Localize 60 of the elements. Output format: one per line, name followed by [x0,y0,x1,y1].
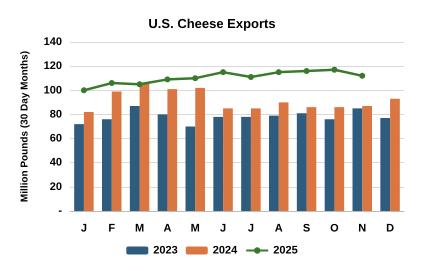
bar [269,116,279,211]
legend-label: 2023 [153,244,178,256]
legend-label: 2025 [273,244,298,256]
bar [334,107,344,211]
chart-title: U.S. Cheese Exports [148,16,276,31]
bar [306,107,316,211]
bar [167,89,178,211]
x-tick-label: J [80,222,87,234]
bar [130,106,140,211]
x-tick-label: M [190,222,200,234]
point [276,69,282,76]
point [136,81,143,88]
bar [84,112,94,211]
bar [102,119,112,211]
y-tick-label: 40 [50,156,62,169]
y-tick-label: 20 [50,180,62,193]
bar [380,118,390,211]
point [359,72,366,79]
x-tick-label: O [330,222,340,234]
point [331,66,338,73]
x-tick-label: F [108,222,116,234]
bar [250,108,261,211]
bar [278,102,288,211]
y-tick-label: - [58,205,62,217]
bar [296,113,307,211]
bar [186,126,196,211]
y-tick-label: 80 [50,108,62,120]
bar [158,114,168,211]
point [80,87,87,94]
point [108,80,115,86]
x-tick-label: A [163,222,172,234]
x-tick-label: J [248,222,254,234]
bar [213,116,224,211]
x-tick-label: M [134,222,144,234]
bar [74,124,84,211]
bar [352,108,362,211]
x-tick-label: D [386,222,394,234]
bar [390,98,400,211]
point [248,74,254,80]
y-tick-label: 140 [44,36,62,48]
bar [223,108,233,211]
bar [362,106,372,211]
bar [324,119,334,211]
y-axis-title: Million Pounds (30 Day Months) [20,50,30,202]
bar [241,116,251,211]
point [192,75,198,82]
bar [195,88,205,211]
y-tick-label: 60 [50,132,62,145]
x-tick-label: S [302,222,310,234]
y-tick-label: 100 [44,84,62,96]
bar [112,91,122,211]
x-tick-label: A [274,222,283,234]
x-tick-label: J [220,222,226,234]
legend-label: 2024 [212,244,238,256]
point [304,68,310,74]
y-tick-label: 120 [44,60,62,72]
bar [140,83,150,211]
point [220,69,226,76]
x-tick-label: N [358,222,366,234]
point [164,76,170,82]
